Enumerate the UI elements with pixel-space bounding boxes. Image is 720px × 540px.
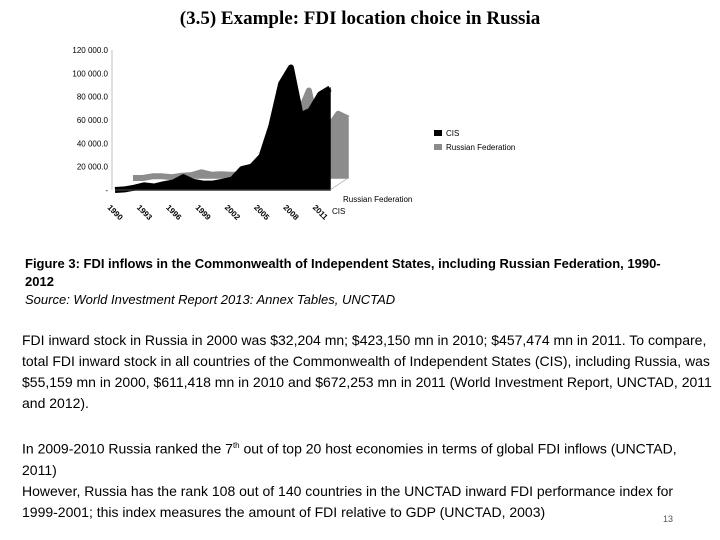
page-number: 13	[663, 514, 674, 524]
y-tick-label: 40 000.0	[77, 139, 109, 148]
depth-axis-line	[329, 177, 349, 191]
x-tick-label: 1999	[194, 203, 213, 222]
legend-label-cis: CIS	[446, 129, 459, 138]
y-axis: - 20 000.0 40 000.0 60 000.0 80 000.0 100 000…	[72, 46, 113, 195]
legend-swatch-russian-federation	[434, 144, 442, 150]
legend-swatch-cis	[434, 130, 442, 136]
x-tick-label: 2008	[281, 203, 300, 222]
fdi-chart: - 20 000.0 40 000.0 60 000.0 80 000.0 100 000…	[72, 46, 515, 222]
y-tick-label: 20 000.0	[77, 163, 109, 172]
ranking-ordinal: th	[232, 441, 240, 450]
x-axis: 1990 1993 1996 1999 2002 2005 2008 2011	[106, 189, 330, 222]
x-tick-label: 1990	[106, 203, 125, 222]
y-tick-label: 80 000.0	[77, 93, 109, 102]
y-tick-label: 60 000.0	[77, 116, 109, 125]
figure-source: Source: World Investment Report 2013: An…	[25, 292, 396, 307]
depth-label-cis: CIS	[332, 207, 345, 216]
ranking-text: In 2009-2010 Russia ranked the 7	[22, 440, 233, 457]
x-tick-label: 1996	[164, 203, 183, 222]
slide-title: (3.5) Example: FDI location choice in Ru…	[179, 8, 541, 29]
y-tick-label: 100 000.0	[72, 69, 108, 78]
series-line-cis	[114, 64, 332, 193]
paragraph-performance-index: However, Russia has the rank 108 out of …	[22, 482, 674, 520]
x-tick-label: 2011	[311, 203, 330, 222]
paragraph-fdi-stock: FDI inward stock in Russia in 2000 was $…	[22, 332, 712, 411]
y-tick-label: -	[105, 186, 108, 195]
chart-legend: CIS Russian Federation	[434, 129, 515, 152]
depth-axis: Russian Federation CIS	[329, 177, 412, 216]
paragraph-ranking: In 2009-2010 Russia ranked the 7th out o…	[22, 435, 712, 481]
x-tick-label: 2005	[252, 203, 271, 222]
series-layer	[114, 64, 350, 193]
depth-label-russian-federation: Russian Federation	[343, 195, 412, 204]
body-text: FDI inward stock in Russia in 2000 was $…	[22, 330, 712, 523]
figure-caption: Figure 3: FDI inflows in the Commonwealt…	[25, 256, 661, 289]
legend-label-russian-federation: Russian Federation	[446, 143, 515, 152]
y-tick-label: 120 000.0	[72, 46, 108, 55]
ranking-text-cont: out of top 20 host economies in terms of…	[22, 440, 677, 478]
x-tick-label: 1993	[135, 203, 154, 222]
x-tick-label: 2002	[223, 203, 242, 222]
